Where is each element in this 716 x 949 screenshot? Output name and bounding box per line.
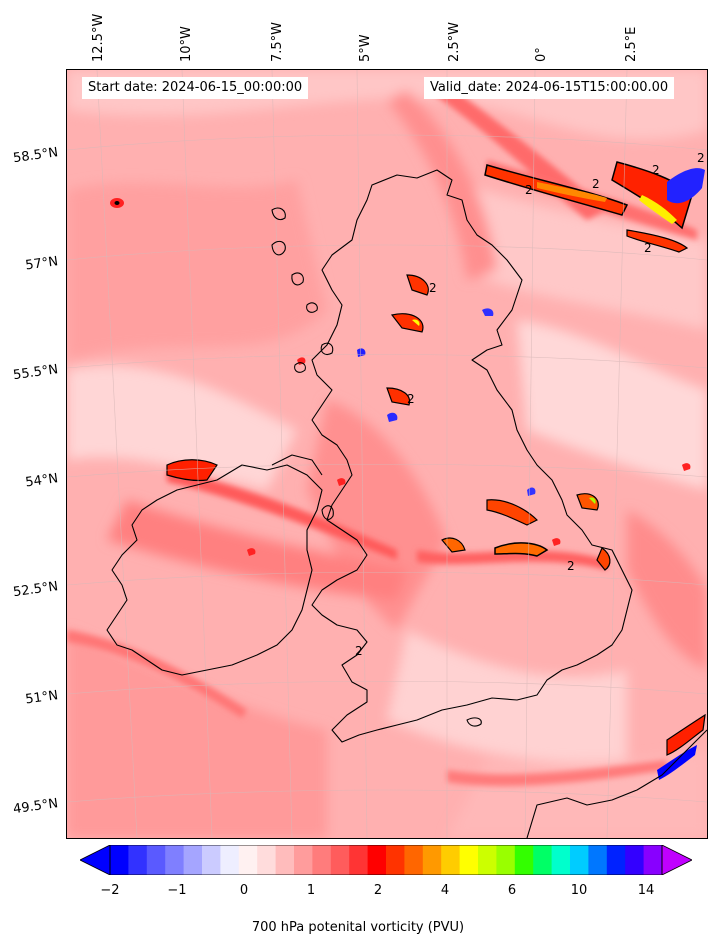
contour-label: 2 — [525, 183, 533, 197]
coastlines — [106, 169, 707, 838]
colorbar-cell — [533, 845, 553, 875]
contour-label: 2 — [652, 163, 660, 177]
lat-label-58-5n: 58.5°N — [12, 145, 60, 167]
colorbar-cell — [294, 845, 313, 875]
colorbar-tick-label: 14 — [637, 883, 655, 898]
lon-label-10w: 10°W — [179, 26, 194, 62]
colorbar-cells — [110, 845, 663, 875]
colorbar-tick-label: 4 — [440, 883, 450, 898]
lon-label-12-5w: 12.5°W — [91, 13, 106, 62]
colorbar-tick-label: 10 — [570, 883, 588, 898]
colorbar-tick-label: 6 — [507, 883, 517, 898]
colorbar-cell — [146, 845, 166, 875]
colorbar-cell — [496, 845, 516, 875]
colorbar-over-arrow — [661, 845, 692, 875]
colorbar-cell — [257, 845, 277, 875]
colorbar-cell — [183, 845, 203, 875]
colorbar-label: 700 hPa potenital vorticity (PVU) — [251, 920, 465, 935]
colorbar-tick-label: −1 — [167, 883, 187, 898]
lat-label-55-5n: 55.5°N — [12, 362, 60, 384]
contour-label: 2 — [429, 281, 437, 295]
colorbar-cell — [459, 845, 479, 875]
colorbar-tick-label: 0 — [239, 883, 249, 898]
colorbar-cell — [606, 845, 626, 875]
great-britain-coast — [311, 169, 633, 743]
lon-label-5w: 5°W — [358, 34, 373, 62]
colorbar-tick-label: 1 — [306, 883, 316, 898]
colorbar-cell — [238, 845, 258, 875]
colorbar-under-arrow — [80, 845, 111, 875]
valid-date-label: Valid_date: 2024-06-15T15:00:00.00 — [424, 77, 675, 99]
colorbar-cell — [478, 845, 497, 875]
france-coast — [526, 729, 707, 838]
lon-label-2-5e: 2.5°E — [624, 26, 639, 62]
lat-label-54n: 54°N — [24, 471, 60, 491]
lon-label-0: 0° — [534, 47, 549, 62]
colorbar-cell — [312, 845, 332, 875]
colorbar-cell — [514, 845, 534, 875]
contour-label: 2 — [644, 241, 652, 255]
colorbar-cell — [570, 845, 589, 875]
colorbar-cell — [386, 845, 405, 875]
colorbar-cell — [643, 845, 663, 875]
colorbar-cell — [349, 845, 369, 875]
lat-label-52-5n: 52.5°N — [12, 579, 60, 601]
contour-labels: 2 2 2 2 2 2 2 2 2 — [355, 151, 705, 658]
colorbar-cell — [422, 845, 442, 875]
colorbar-cell — [220, 845, 240, 875]
colorbar-cell — [625, 845, 645, 875]
pv-high-cores — [110, 161, 706, 780]
ireland-coast — [106, 464, 323, 676]
contour-label: 2 — [407, 392, 415, 406]
colorbar-cell — [588, 845, 608, 875]
colorbar-tick-label: −2 — [100, 883, 120, 898]
lat-label-51n: 51°N — [24, 688, 60, 708]
colorbar-cell — [165, 845, 185, 875]
colorbar-cell — [275, 845, 295, 875]
start-date-label: Start date: 2024-06-15_00:00:00 — [82, 77, 309, 99]
contour-label: 2 — [355, 644, 363, 658]
pv-map-panel: 2 2 2 2 2 2 2 2 2 — [66, 69, 708, 839]
colorbar-cell — [367, 845, 387, 875]
contour-label: 2 — [592, 177, 600, 191]
colorbar-frame — [109, 845, 663, 875]
colorbar-cell — [202, 845, 221, 875]
lon-label-7-5w: 7.5°W — [270, 21, 285, 62]
colorbar-cell — [441, 845, 461, 875]
pv-field-map: 2 2 2 2 2 2 2 2 2 — [67, 70, 707, 838]
colorbar — [80, 845, 692, 875]
lon-label-2-5w: 2.5°W — [447, 21, 462, 62]
colorbar-tick-label: 2 — [373, 883, 383, 898]
lat-label-57n: 57°N — [24, 254, 60, 274]
colorbar-cell — [551, 845, 571, 875]
lat-label-49-5n: 49.5°N — [12, 796, 60, 818]
colorbar-cell — [404, 845, 424, 875]
contour-label: 2 — [567, 559, 575, 573]
colorbar-cell — [110, 845, 129, 875]
contour-label: 2 — [697, 151, 705, 165]
colorbar-cell — [128, 845, 148, 875]
colorbar-cell — [330, 845, 350, 875]
